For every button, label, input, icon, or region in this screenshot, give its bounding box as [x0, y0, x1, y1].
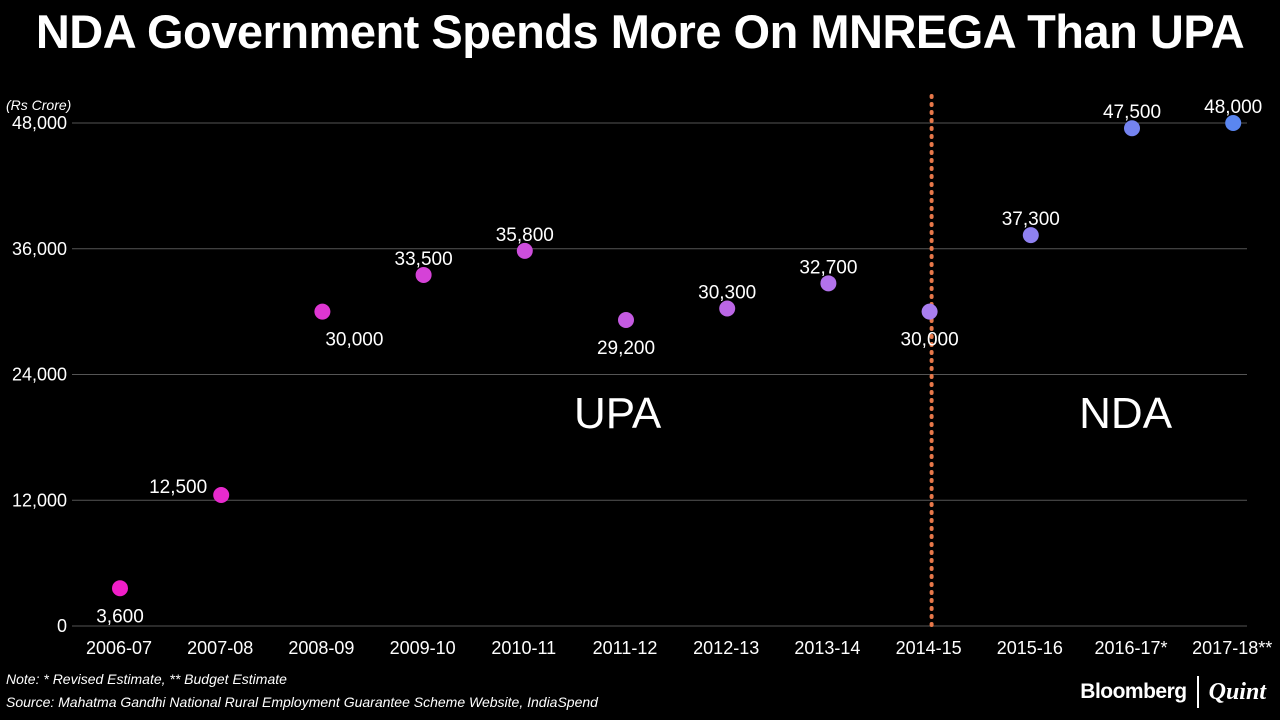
data-label: 37,300 [1002, 209, 1060, 230]
data-label: 32,700 [799, 257, 857, 278]
data-label: 30,000 [325, 330, 383, 351]
series-line-segment [1132, 123, 1233, 128]
data-point [618, 312, 634, 329]
x-tick-label: 2010-11 [491, 638, 556, 658]
data-label: 12,500 [149, 477, 207, 498]
y-axis-label: (Rs Crore) [6, 97, 71, 113]
quint-logo: Quint [1208, 678, 1266, 705]
series-line-segment [322, 275, 423, 312]
y-tick-label: 24,000 [12, 365, 67, 385]
series-line-segment [525, 251, 626, 320]
data-label: 3,600 [96, 606, 144, 627]
series-line-segment [120, 495, 221, 588]
x-tick-label: 2011-12 [593, 638, 658, 658]
x-tick-label: 2009-10 [390, 638, 456, 658]
y-tick-label: 36,000 [12, 239, 67, 259]
footnote-note: Note: * Revised Estimate, ** Budget Esti… [6, 671, 287, 687]
data-point [719, 300, 736, 317]
series-line-segment [221, 312, 322, 495]
data-label: 35,800 [496, 225, 554, 246]
footnote-source: Source: Mahatma Gandhi National Rural Em… [6, 694, 598, 710]
series-line-segment [828, 283, 929, 311]
data-label: 30,300 [698, 282, 756, 303]
annotation-upa: UPA [574, 389, 662, 438]
y-tick-label: 12,000 [12, 490, 67, 510]
data-point [1225, 115, 1242, 131]
x-tick-label: 2014-15 [896, 638, 962, 658]
data-label: 33,500 [395, 249, 453, 270]
data-label: 30,000 [901, 330, 959, 351]
data-point [516, 242, 533, 259]
data-point [1124, 120, 1140, 137]
x-tick-label: 2012-13 [693, 638, 759, 658]
data-label: 29,200 [597, 338, 655, 359]
x-tick-label: 2016-17* [1094, 638, 1167, 658]
x-tick-label: 2015-16 [997, 638, 1063, 658]
data-point [820, 275, 837, 292]
data-point [112, 580, 128, 597]
data-point [921, 303, 938, 320]
data-point [213, 487, 230, 504]
x-tick-label: 2017-18** [1192, 638, 1272, 658]
data-label: 47,500 [1103, 102, 1161, 123]
x-tick-label: 2013-14 [794, 638, 860, 658]
data-label: 48,000 [1204, 97, 1262, 118]
data-point [1022, 227, 1039, 244]
x-tick-label: 2008-09 [288, 638, 354, 658]
annotation-nda: NDA [1079, 389, 1173, 438]
logo-divider [1196, 676, 1199, 708]
series-line-segment [930, 235, 1031, 311]
data-point [415, 266, 432, 283]
series-line-segment [626, 308, 727, 320]
branding: Bloomberg Quint [1080, 676, 1266, 708]
data-point [314, 303, 331, 320]
bloomberg-logo: Bloomberg [1080, 680, 1187, 703]
x-tick-label: 2006-07 [86, 638, 152, 658]
chart-title: NDA Government Spends More On MNREGA Tha… [35, 5, 1245, 58]
y-tick-label: 48,000 [12, 113, 67, 133]
y-tick-label: 0 [57, 616, 67, 636]
x-tick-label: 2007-08 [187, 638, 253, 658]
